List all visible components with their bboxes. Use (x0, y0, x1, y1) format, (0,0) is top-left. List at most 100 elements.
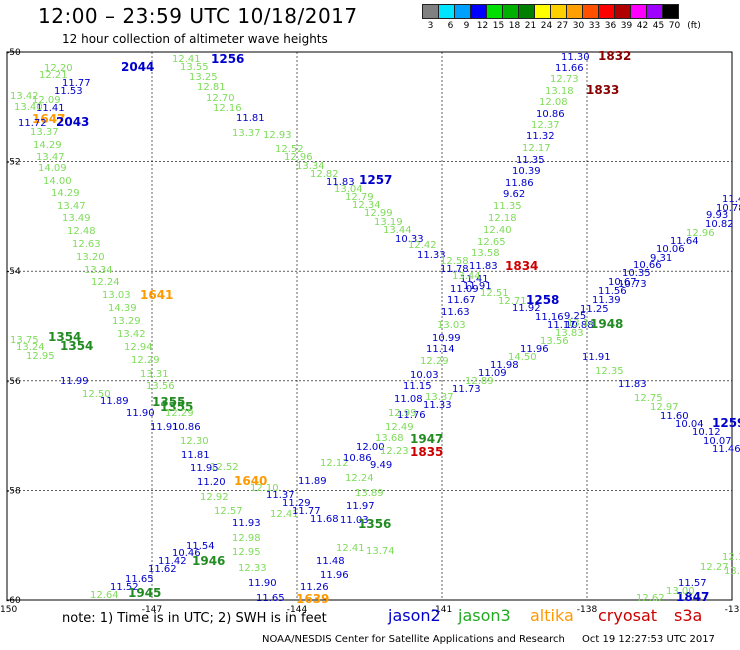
wave-height-value: 11.65 (256, 593, 285, 604)
color-scale-label: 30 (572, 21, 585, 31)
wave-height-value: 11.26 (300, 582, 329, 593)
wave-height-value: 12.98 (232, 533, 261, 544)
color-scale-label: 24 (540, 21, 553, 31)
wave-height-value: 11.35 (493, 201, 522, 212)
wave-height-value: 12.27 (700, 562, 729, 573)
wave-height-value: 11.83 (469, 261, 498, 272)
wave-height-value: 13.18 (545, 86, 574, 97)
wave-height-value: 11.93 (232, 518, 261, 529)
wave-height-value: 11.91 (582, 352, 611, 363)
wave-height-value: 13.58 (471, 248, 500, 259)
pass-time-label: 2043 (56, 115, 89, 129)
wave-height-value: 11.41 (36, 103, 65, 114)
wave-height-value: 12.62 (636, 593, 665, 604)
wave-height-value: 13.24 (16, 342, 45, 353)
wave-height-value: 11.98 (490, 360, 519, 371)
wave-height-value: 10.12 (692, 427, 721, 438)
wave-height-value: 9.62 (503, 189, 525, 200)
wave-height-value: 13.55 (180, 62, 209, 73)
wave-height-value: 12.17 (522, 143, 551, 154)
wave-height-value: 11.66 (555, 63, 584, 74)
wave-height-value: 11.77 (62, 78, 91, 89)
wave-height-value: 12.34 (352, 200, 381, 211)
pass-time-label: 1835 (410, 445, 443, 459)
longitude-label: -141 (432, 605, 452, 615)
wave-height-value: 12.73 (550, 74, 579, 85)
pass-time-label: 1833 (586, 83, 619, 97)
latitude-label: -56 (6, 377, 21, 387)
wave-height-value: 12.95 (26, 351, 55, 362)
wave-height-value: 13.04 (334, 184, 363, 195)
wave-height-value: 11.96 (320, 570, 349, 581)
wave-height-value: 11.62 (148, 564, 177, 575)
color-scale-bar (422, 4, 679, 19)
wave-height-value: 13.19 (374, 217, 403, 228)
wave-height-value: 13.83 (555, 328, 584, 339)
wave-height-value: 12.24 (345, 473, 374, 484)
wave-height-value: 12.19 (722, 552, 740, 563)
wave-height-value: 11.56 (598, 286, 627, 297)
wave-height-value: 12.52 (275, 144, 304, 155)
color-scale-label: 45 (652, 21, 665, 31)
wave-height-value: 12.70 (206, 93, 235, 104)
pass-time-label: 1639 (296, 592, 329, 606)
wave-height-value: 10.35 (622, 268, 651, 279)
wave-height-value: 12.50 (82, 389, 111, 400)
pass-time-label: 1355 (152, 395, 185, 409)
wave-height-value: 13.75 (10, 335, 39, 346)
wave-height-value: 14.29 (33, 140, 62, 151)
wave-height-value: 12.65 (477, 237, 506, 248)
wave-height-value: 12.79 (345, 192, 374, 203)
wave-height-value: 11.99 (60, 376, 89, 387)
wave-height-value: 11.52 (110, 582, 139, 593)
wave-height-value: 12.29 (165, 408, 194, 419)
wave-height-value: 11.89 (298, 476, 327, 487)
latitude-label: -58 (6, 486, 21, 496)
wave-height-value: 11.81 (236, 113, 265, 124)
wave-height-value: 13.14 (567, 318, 596, 329)
wave-height-value: 12.41 (336, 543, 365, 554)
wave-height-value: 11.41 (460, 274, 489, 285)
wave-height-value: 11.72 (18, 118, 47, 129)
wave-height-value: 13.37 (425, 392, 454, 403)
wave-height-value: 12.33 (238, 563, 267, 574)
wave-height-value: 12.16 (213, 103, 242, 114)
wave-height-value: 12.12 (320, 458, 349, 469)
wave-height-value: 11.77 (292, 506, 321, 517)
color-scale-label: 70 (668, 21, 681, 31)
wave-height-value: 12.57 (214, 506, 243, 517)
legend-altika: altika (530, 606, 574, 625)
pass-time-label: 1647 (32, 112, 65, 126)
wave-height-value: 11.67 (447, 295, 476, 306)
wave-height-value: 10.66 (633, 260, 662, 271)
wave-height-value: 12.18 (488, 213, 517, 224)
page-title: 12:00 – 23:59 UTC 10/18/2017 (38, 4, 358, 28)
wave-height-value: 12.92 (200, 492, 229, 503)
pass-time-label: 1256 (211, 52, 244, 66)
pass-time-label: 1834 (505, 259, 538, 273)
color-scale-unit: (ft) (687, 21, 701, 31)
wave-height-value: 10.78 (716, 203, 740, 214)
wave-height-value: 12.81 (197, 82, 226, 93)
wave-height-value: 10.39 (512, 166, 541, 177)
pass-time-label: 1356 (358, 517, 391, 531)
wave-height-value: 12.97 (650, 402, 679, 413)
wave-height-value: 13.89 (355, 488, 384, 499)
latitude-label: -54 (6, 267, 21, 277)
color-scale-label: 9 (463, 21, 470, 31)
wave-height-value: 10.03 (410, 370, 439, 381)
legend-jason2: jason2 (388, 606, 441, 625)
wave-height-value: 12.82 (310, 169, 339, 180)
wave-height-value: 11.29 (282, 498, 311, 509)
wave-height-value: 13.29 (112, 316, 141, 327)
wave-height-value: 12.58 (440, 256, 469, 267)
wave-height-value: 11.76 (397, 410, 426, 421)
longitude-label: -147 (142, 605, 162, 615)
wave-height-value: 12.37 (531, 120, 560, 131)
wave-height-value: 12.51 (480, 288, 509, 299)
color-scale-label: 12 (476, 21, 489, 31)
wave-height-value: 12.96 (284, 152, 313, 163)
pass-time-label: 1945 (128, 586, 161, 600)
wave-height-value: 13.37 (30, 127, 59, 138)
pass-time-label: 1948 (590, 317, 623, 331)
